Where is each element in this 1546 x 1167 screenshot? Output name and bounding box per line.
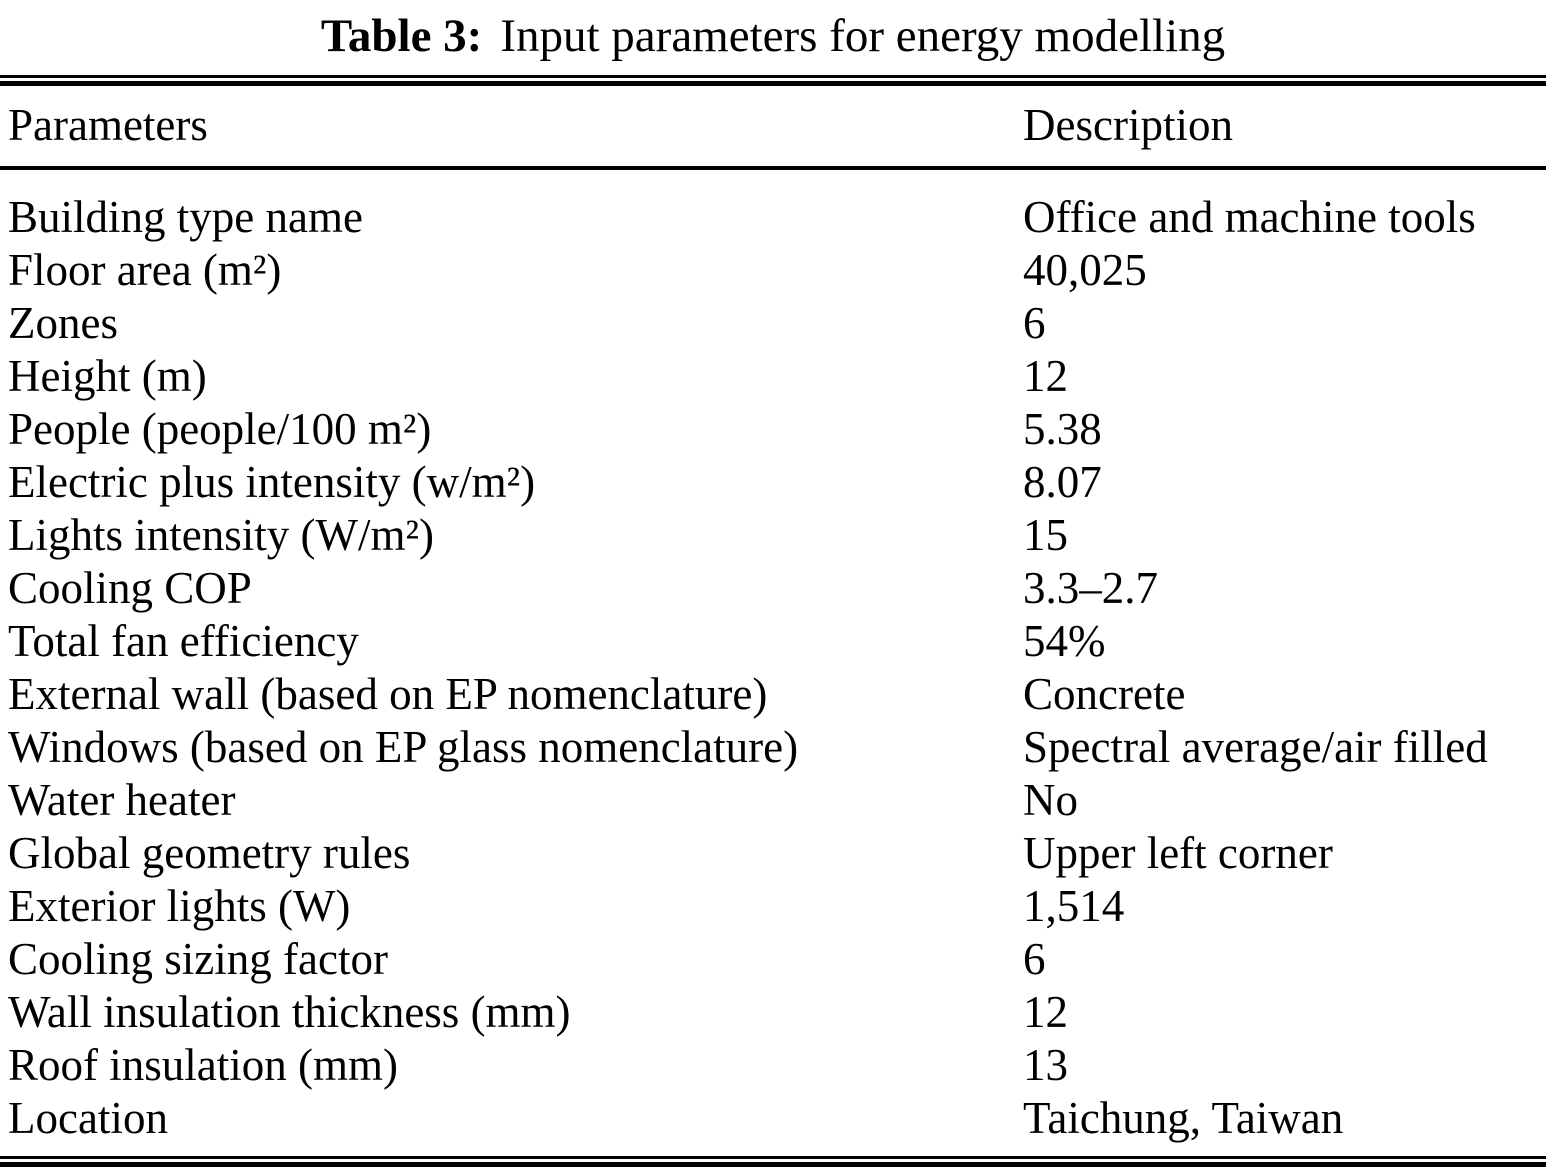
rule-top [0, 75, 1546, 86]
table-row: People (people/100 m²) 5.38 [0, 403, 1546, 456]
table-row: Floor area (m²) 40,025 [0, 244, 1546, 297]
param-cell: People (people/100 m²) [8, 404, 432, 454]
table-row: Cooling sizing factor 6 [0, 933, 1546, 986]
header-description: Description [1023, 100, 1233, 150]
desc-cell: No [1023, 775, 1078, 825]
table-row: Windows (based on EP glass nomenclature)… [0, 721, 1546, 774]
desc-cell: 12 [1023, 351, 1068, 401]
rule-top-thick-line [0, 81, 1546, 86]
table-caption-number: Table 3: [320, 10, 483, 62]
param-cell: Cooling COP [8, 563, 252, 613]
desc-cell: Concrete [1023, 669, 1186, 719]
table-row: Global geometry rules Upper left corner [0, 827, 1546, 880]
desc-cell: 6 [1023, 934, 1046, 984]
table-row: Lights intensity (W/m²) 15 [0, 509, 1546, 562]
desc-cell: 13 [1023, 1040, 1068, 1090]
param-cell: Electric plus intensity (w/m²) [8, 457, 536, 507]
table-header-row: Parameters Description [0, 86, 1546, 166]
desc-cell: 12 [1023, 987, 1068, 1037]
param-cell: Building type name [8, 192, 363, 242]
param-cell: Lights intensity (W/m²) [8, 510, 434, 560]
desc-cell: Upper left corner [1023, 828, 1333, 878]
param-cell: Cooling sizing factor [8, 934, 388, 984]
param-cell: External wall (based on EP nomenclature) [8, 669, 768, 719]
table-row: Zones 6 [0, 297, 1546, 350]
rule-bottom [0, 1156, 1546, 1167]
desc-cell: 6 [1023, 298, 1046, 348]
table-body: Building type name Office and machine to… [0, 170, 1546, 1156]
desc-cell: Office and machine tools [1023, 192, 1476, 242]
table-row: Exterior lights (W) 1,514 [0, 880, 1546, 933]
table-row: Height (m) 12 [0, 350, 1546, 403]
rule-top-thin-line [0, 75, 1546, 78]
table-row: Roof insulation (mm) 13 [0, 1039, 1546, 1092]
table-row: Total fan efficiency 54% [0, 615, 1546, 668]
table-row: Water heater No [0, 774, 1546, 827]
rule-bottom-thin-line [0, 1156, 1546, 1159]
param-cell: Height (m) [8, 351, 207, 401]
desc-cell: 40,025 [1023, 245, 1147, 295]
table-row: Location Taichung, Taiwan [0, 1092, 1546, 1145]
desc-cell: 1,514 [1023, 881, 1125, 931]
table-row: Cooling COP 3.3–2.7 [0, 562, 1546, 615]
param-cell: Water heater [8, 775, 236, 825]
desc-cell: 8.07 [1023, 457, 1102, 507]
desc-cell: 54% [1023, 616, 1106, 666]
param-cell: Location [8, 1093, 168, 1143]
desc-cell: Spectral average/air filled [1023, 722, 1488, 772]
param-cell: Roof insulation (mm) [8, 1040, 398, 1090]
table-caption: Table 3: Input parameters for energy mode… [0, 0, 1546, 64]
param-cell: Total fan efficiency [8, 616, 359, 666]
param-cell: Windows (based on EP glass nomenclature) [8, 722, 799, 772]
rule-bottom-thick-line [0, 1162, 1546, 1167]
param-cell: Floor area (m²) [8, 245, 282, 295]
rule-header-bottom [0, 166, 1546, 170]
table-row: Building type name Office and machine to… [0, 191, 1546, 244]
desc-cell: 3.3–2.7 [1023, 563, 1158, 613]
desc-cell: 5.38 [1023, 404, 1102, 454]
desc-cell: 15 [1023, 510, 1068, 560]
param-cell: Global geometry rules [8, 828, 411, 878]
param-cell: Zones [8, 298, 118, 348]
table-row: External wall (based on EP nomenclature)… [0, 668, 1546, 721]
header-parameters: Parameters [8, 100, 208, 150]
desc-cell: Taichung, Taiwan [1023, 1093, 1344, 1143]
table-row: Electric plus intensity (w/m²) 8.07 [0, 456, 1546, 509]
param-cell: Wall insulation thickness (mm) [8, 987, 571, 1037]
param-cell: Exterior lights (W) [8, 881, 351, 931]
table-caption-text: Input parameters for energy modelling [500, 10, 1226, 62]
table-row: Wall insulation thickness (mm) 12 [0, 986, 1546, 1039]
